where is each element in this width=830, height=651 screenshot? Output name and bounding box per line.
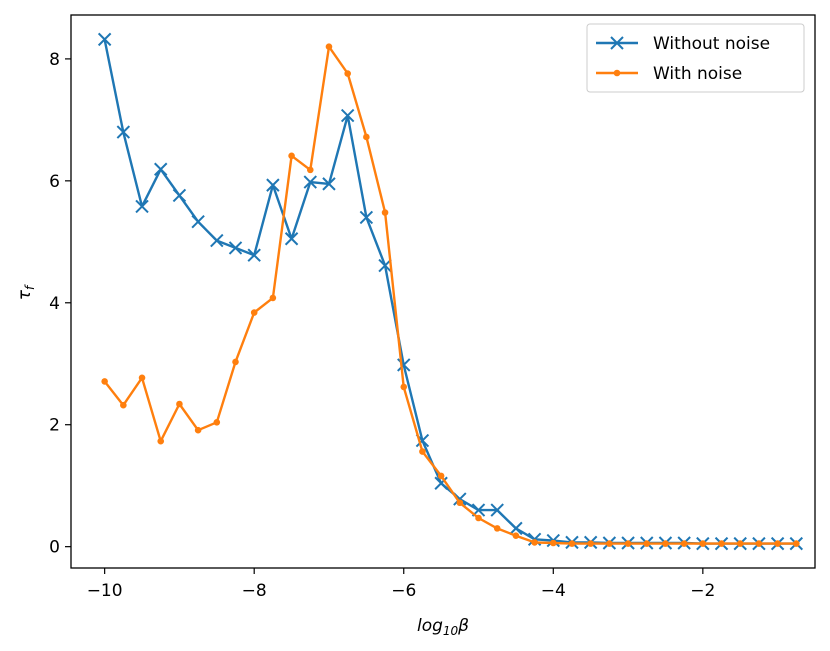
data-point-with-noise xyxy=(512,532,520,539)
data-point-with-noise xyxy=(213,418,221,426)
data-point-with-noise xyxy=(680,540,688,547)
legend-marker-with-noise xyxy=(613,69,621,77)
data-point-with-noise xyxy=(624,540,632,547)
data-point-with-noise xyxy=(774,540,781,547)
legend-label-with-noise: With noise xyxy=(653,64,742,84)
data-point-without-noise xyxy=(116,125,131,139)
plot-frame xyxy=(70,14,816,569)
x-tick-label: −10 xyxy=(87,581,123,601)
y-tick-label: 4 xyxy=(49,294,60,314)
data-point-with-noise xyxy=(531,539,538,546)
data-point-with-noise xyxy=(344,70,351,77)
data-point-with-noise xyxy=(699,540,707,547)
data-point-with-noise xyxy=(176,400,183,408)
data-point-with-noise xyxy=(736,540,744,547)
data-point-with-noise xyxy=(793,540,800,547)
data-point-with-noise xyxy=(381,209,389,216)
data-point-with-noise xyxy=(549,539,557,547)
legend-marker-without-noise xyxy=(610,36,624,50)
series-layer xyxy=(97,32,804,551)
data-point-with-noise xyxy=(755,540,763,547)
data-point-without-noise xyxy=(266,178,280,192)
legend-label-without-noise: Without noise xyxy=(653,34,770,54)
data-point-without-noise xyxy=(303,175,317,189)
x-tick-label: −8 xyxy=(242,581,267,601)
data-point-with-noise xyxy=(606,540,613,547)
data-point-without-noise xyxy=(434,476,448,490)
data-point-with-noise xyxy=(157,437,165,445)
legend: Without noise With noise xyxy=(586,23,805,93)
data-point-with-noise xyxy=(718,540,725,547)
data-point-without-noise xyxy=(247,248,261,262)
x-axis-label-subscript: 10 xyxy=(443,624,459,638)
data-point-without-noise xyxy=(172,188,187,203)
data-point-with-noise xyxy=(643,540,651,547)
x-tick-label: −6 xyxy=(391,581,416,601)
data-point-with-noise xyxy=(306,166,314,174)
series-with-noise xyxy=(101,43,800,547)
data-point-without-noise xyxy=(210,233,224,248)
legend-box xyxy=(586,23,805,93)
data-point-with-noise xyxy=(419,448,426,455)
x-axis-ticks: −10 −8 −6 −4 −2 xyxy=(87,568,715,601)
data-point-with-noise xyxy=(662,540,669,547)
x-tick-label: −2 xyxy=(690,581,715,601)
y-axis-label: τf xyxy=(15,284,37,300)
data-point-without-noise xyxy=(191,214,205,229)
data-point-with-noise xyxy=(269,294,277,302)
x-axis-label-base: log xyxy=(417,616,443,636)
y-axis-label-variable: τ xyxy=(15,289,35,300)
legend-entry-without-noise: Without noise xyxy=(596,34,770,54)
data-point-with-noise xyxy=(363,133,370,141)
data-point-without-noise xyxy=(284,232,299,246)
x-axis-label: log10β xyxy=(417,616,469,638)
y-tick-label: 8 xyxy=(49,50,60,70)
data-point-with-noise xyxy=(120,401,127,409)
data-point-without-noise xyxy=(490,503,504,517)
y-tick-label: 0 xyxy=(49,538,60,558)
data-point-with-noise xyxy=(194,426,202,434)
data-point-without-noise xyxy=(340,108,355,123)
data-point-with-noise xyxy=(568,540,576,547)
x-axis-label-variable: β xyxy=(457,616,469,636)
data-point-with-noise xyxy=(587,540,594,547)
data-point-with-noise xyxy=(400,383,408,391)
data-point-without-noise xyxy=(509,521,523,536)
data-point-without-noise xyxy=(97,32,112,47)
data-point-with-noise xyxy=(437,472,445,480)
legend-entry-with-noise: With noise xyxy=(596,64,742,84)
data-point-without-noise xyxy=(135,199,149,214)
data-point-without-noise xyxy=(228,241,243,255)
y-axis-ticks: 0 2 4 6 8 xyxy=(49,50,71,558)
data-point-without-noise xyxy=(359,210,374,225)
x-tick-label: −4 xyxy=(541,581,566,601)
data-point-with-noise xyxy=(101,378,108,385)
data-point-without-noise xyxy=(154,162,168,176)
data-point-with-noise xyxy=(232,358,239,366)
data-point-with-noise xyxy=(138,374,146,382)
y-tick-label: 6 xyxy=(49,172,60,192)
data-point-with-noise xyxy=(456,499,464,507)
data-point-without-noise xyxy=(322,177,336,191)
data-point-with-noise xyxy=(475,514,482,522)
data-point-with-noise xyxy=(325,43,333,51)
y-tick-label: 2 xyxy=(49,416,60,436)
data-point-with-noise xyxy=(288,152,295,160)
data-point-without-noise xyxy=(378,258,392,273)
data-point-with-noise xyxy=(493,525,501,532)
data-point-with-noise xyxy=(250,309,258,316)
y-axis-label-subscript: f xyxy=(23,284,37,290)
